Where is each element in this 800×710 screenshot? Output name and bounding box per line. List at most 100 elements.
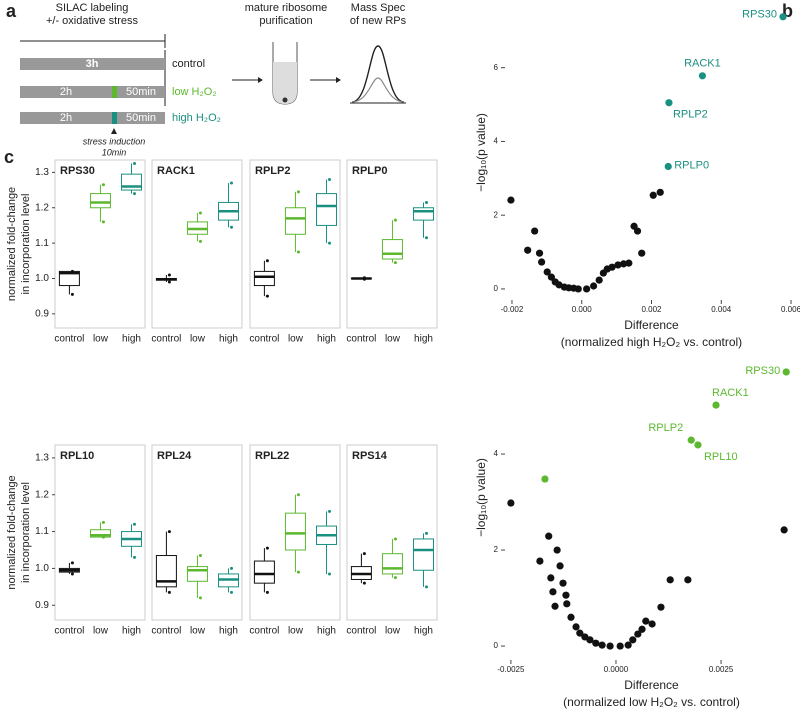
label: purification bbox=[259, 15, 312, 27]
panel-title: RPL24 bbox=[157, 450, 192, 462]
label: of new RPs bbox=[350, 15, 407, 27]
point bbox=[648, 620, 656, 628]
point-label: RACK1 bbox=[684, 58, 721, 70]
x-tick-label: control bbox=[54, 334, 84, 345]
point bbox=[296, 190, 300, 194]
point bbox=[133, 522, 136, 526]
point bbox=[296, 493, 300, 497]
point bbox=[230, 566, 233, 570]
x-tick-label: 0.002 bbox=[641, 305, 662, 314]
panel-frame bbox=[249, 444, 341, 621]
condition-label: control bbox=[172, 58, 205, 70]
bar-label: 2h bbox=[60, 112, 72, 124]
x-tick-label: low bbox=[93, 626, 109, 637]
point bbox=[625, 259, 633, 267]
point bbox=[167, 590, 171, 594]
panel-title: RPL22 bbox=[255, 450, 289, 462]
point bbox=[507, 196, 515, 204]
y-tick-label: 4 bbox=[494, 449, 499, 458]
point-label: RACK1 bbox=[712, 387, 749, 399]
x-tick-label: -0.0025 bbox=[497, 665, 525, 674]
point bbox=[629, 636, 637, 644]
point bbox=[559, 579, 567, 587]
point bbox=[70, 292, 74, 296]
point bbox=[536, 557, 544, 565]
panel-letter: b bbox=[782, 1, 793, 21]
point bbox=[547, 273, 555, 281]
x-tick-label: low bbox=[288, 626, 304, 637]
point-label: RPLP2 bbox=[673, 109, 708, 121]
point bbox=[664, 162, 672, 171]
y-tick-label: 0 bbox=[494, 641, 499, 650]
point bbox=[425, 585, 428, 589]
box bbox=[58, 270, 80, 287]
bar-label: 50min bbox=[126, 86, 156, 98]
point bbox=[780, 526, 788, 534]
panel-title: RPS30 bbox=[60, 165, 95, 177]
label: stress induction bbox=[83, 136, 146, 146]
panel-title: RPLP0 bbox=[352, 165, 387, 177]
panel-letter: c bbox=[4, 147, 14, 167]
point bbox=[551, 602, 559, 610]
point bbox=[608, 263, 616, 271]
point bbox=[328, 177, 331, 181]
point bbox=[598, 641, 606, 649]
point bbox=[167, 530, 171, 534]
x-tick-label: control bbox=[151, 334, 181, 345]
point bbox=[545, 532, 553, 540]
x-tick-label: 0.004 bbox=[711, 305, 732, 314]
point bbox=[547, 574, 555, 582]
x-tick-label: -0.002 bbox=[501, 305, 524, 314]
point bbox=[230, 590, 233, 594]
point bbox=[70, 561, 74, 565]
point bbox=[362, 552, 366, 556]
x-tick-label: low bbox=[190, 334, 206, 345]
x-tick-label: low bbox=[190, 626, 206, 637]
point bbox=[524, 246, 532, 254]
point bbox=[657, 603, 665, 611]
label: SILAC labeling bbox=[56, 2, 129, 14]
x-tick-label: high bbox=[317, 334, 336, 345]
panel-frame bbox=[249, 159, 341, 329]
y-tick-label: 4 bbox=[494, 137, 499, 146]
point bbox=[606, 642, 614, 650]
point bbox=[198, 211, 202, 215]
y-axis-label: −log₁₀(p value) bbox=[474, 113, 488, 192]
point bbox=[265, 259, 269, 263]
bar-label: 3h bbox=[86, 58, 99, 70]
bar-label: 50min bbox=[126, 112, 156, 124]
point bbox=[687, 436, 695, 444]
point bbox=[328, 572, 331, 576]
bar bbox=[20, 58, 165, 70]
y-tick-label: 2 bbox=[494, 210, 499, 219]
point bbox=[642, 617, 650, 625]
point-label: RPLP2 bbox=[648, 422, 683, 434]
point bbox=[296, 250, 300, 254]
y-axis-label: in incorporation level bbox=[20, 482, 32, 583]
point bbox=[101, 520, 105, 524]
point bbox=[133, 192, 136, 196]
point bbox=[624, 641, 632, 649]
point bbox=[567, 613, 575, 621]
peak bbox=[351, 77, 405, 103]
point bbox=[425, 236, 428, 240]
x-tick-label: control bbox=[249, 334, 279, 345]
point bbox=[589, 282, 598, 290]
point bbox=[553, 546, 561, 554]
y-tick-label: 1.2 bbox=[35, 202, 49, 213]
point bbox=[694, 441, 702, 449]
panel-frame bbox=[54, 444, 146, 621]
point bbox=[638, 249, 646, 257]
box bbox=[253, 560, 275, 584]
point bbox=[265, 546, 269, 550]
point bbox=[638, 625, 646, 633]
box bbox=[284, 207, 306, 235]
box bbox=[381, 553, 403, 575]
point-label: RPS30 bbox=[742, 9, 777, 21]
point bbox=[230, 225, 233, 229]
y-tick-label: 6 bbox=[494, 63, 499, 72]
y-tick-label: 1.0 bbox=[35, 563, 49, 574]
y-tick-label: 1.3 bbox=[35, 453, 49, 464]
x-tick-label: high bbox=[317, 626, 336, 637]
